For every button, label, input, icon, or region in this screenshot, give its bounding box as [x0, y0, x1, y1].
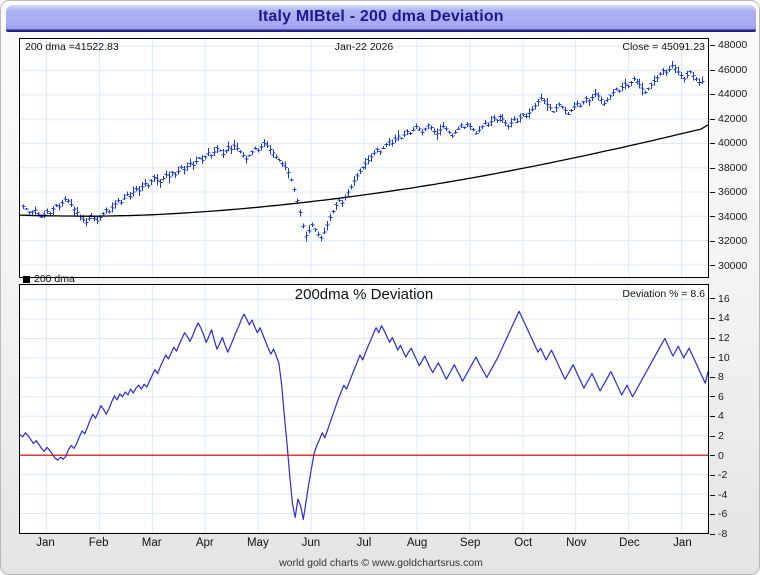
deviation-tick-label: 6	[710, 391, 724, 402]
price-tick-label: 48000	[710, 40, 747, 51]
x-axis-month-label: Jul	[356, 537, 372, 549]
x-axis-month-label: Oct	[514, 537, 533, 549]
x-axis-month-label: Dec	[619, 537, 640, 549]
deviation-tick-label: -4	[710, 490, 727, 500]
price-tick-label: 34000	[710, 212, 747, 222]
deviation-chart-panel	[19, 284, 709, 534]
deviation-tick-label: 2	[710, 431, 724, 441]
close-value-label: Close = 45091.23	[622, 41, 705, 53]
x-axis-month-label: Aug	[406, 537, 428, 549]
title-bar: Italy MIBtel - 200 dma Deviation	[6, 5, 756, 32]
deviation-tick-label: 12	[710, 333, 730, 343]
x-axis-month-label: Jun	[301, 537, 321, 549]
x-axis-month-label: Jan	[673, 537, 692, 549]
chart-date-label: Jan-22 2026	[334, 41, 394, 53]
page-title: Italy MIBtel - 200 dma Deviation	[258, 8, 504, 25]
deviation-tick-label: 0	[710, 450, 724, 461]
price-tick-label: 44000	[710, 89, 747, 100]
deviation-tick-label: -8	[710, 529, 727, 539]
deviation-tick-label: 4	[710, 411, 724, 422]
x-axis-month-label: Sep	[459, 537, 481, 549]
price-y-axis: 48000 46000 44000 42000 40000 38000 36000 34000…	[710, 38, 760, 278]
deviation-y-axis: 16 14 12 10 8 6 4 2 0 -2 -4 -6 -8	[710, 284, 760, 539]
price-tick-label: 42000	[710, 114, 747, 124]
x-axis-month-label: May	[246, 537, 269, 549]
price-tick-label: 38000	[710, 163, 747, 173]
legend-label-text: 200 dma	[34, 273, 75, 285]
price-tick-label: 30000	[710, 261, 747, 271]
x-axis-month-label: Mar	[141, 537, 162, 549]
x-axis-month-label: Jan	[36, 537, 55, 549]
deviation-tick-label: 8	[710, 372, 724, 382]
price-tick-label: 36000	[710, 187, 747, 198]
deviation-tick-label: 10	[710, 352, 730, 363]
price-tick-label: 40000	[710, 138, 747, 149]
x-axis-month-label: Feb	[88, 537, 109, 549]
deviation-tick-label: 16	[710, 293, 730, 304]
price-chart-panel	[19, 38, 709, 278]
price-tick-label: 46000	[710, 65, 747, 75]
x-axis-month-label: Apr	[195, 537, 214, 549]
price-legend: 200 dma	[23, 273, 75, 285]
deviation-tick-label: -6	[710, 509, 727, 520]
x-axis-month-label: Nov	[566, 537, 587, 549]
price-plot-svg	[20, 39, 708, 277]
deviation-panel-title: 200dma % Deviation	[294, 286, 434, 303]
deviation-plot-svg	[20, 285, 708, 533]
legend-swatch-icon	[23, 275, 30, 283]
dma-value-label: 200 dma =41522.83	[25, 41, 119, 53]
x-axis-labels: Jan Feb Mar Apr May Jun Jul Aug Sep Oct Nov Dec Jan	[19, 537, 709, 555]
deviation-value-label: Deviation % = 8.6	[622, 288, 705, 300]
footer-credit: world gold charts © www.goldchartsrus.co…	[279, 557, 483, 569]
deviation-tick-label: -2	[710, 470, 727, 480]
deviation-tick-label: 14	[710, 313, 730, 324]
price-tick-label: 32000	[710, 236, 747, 247]
